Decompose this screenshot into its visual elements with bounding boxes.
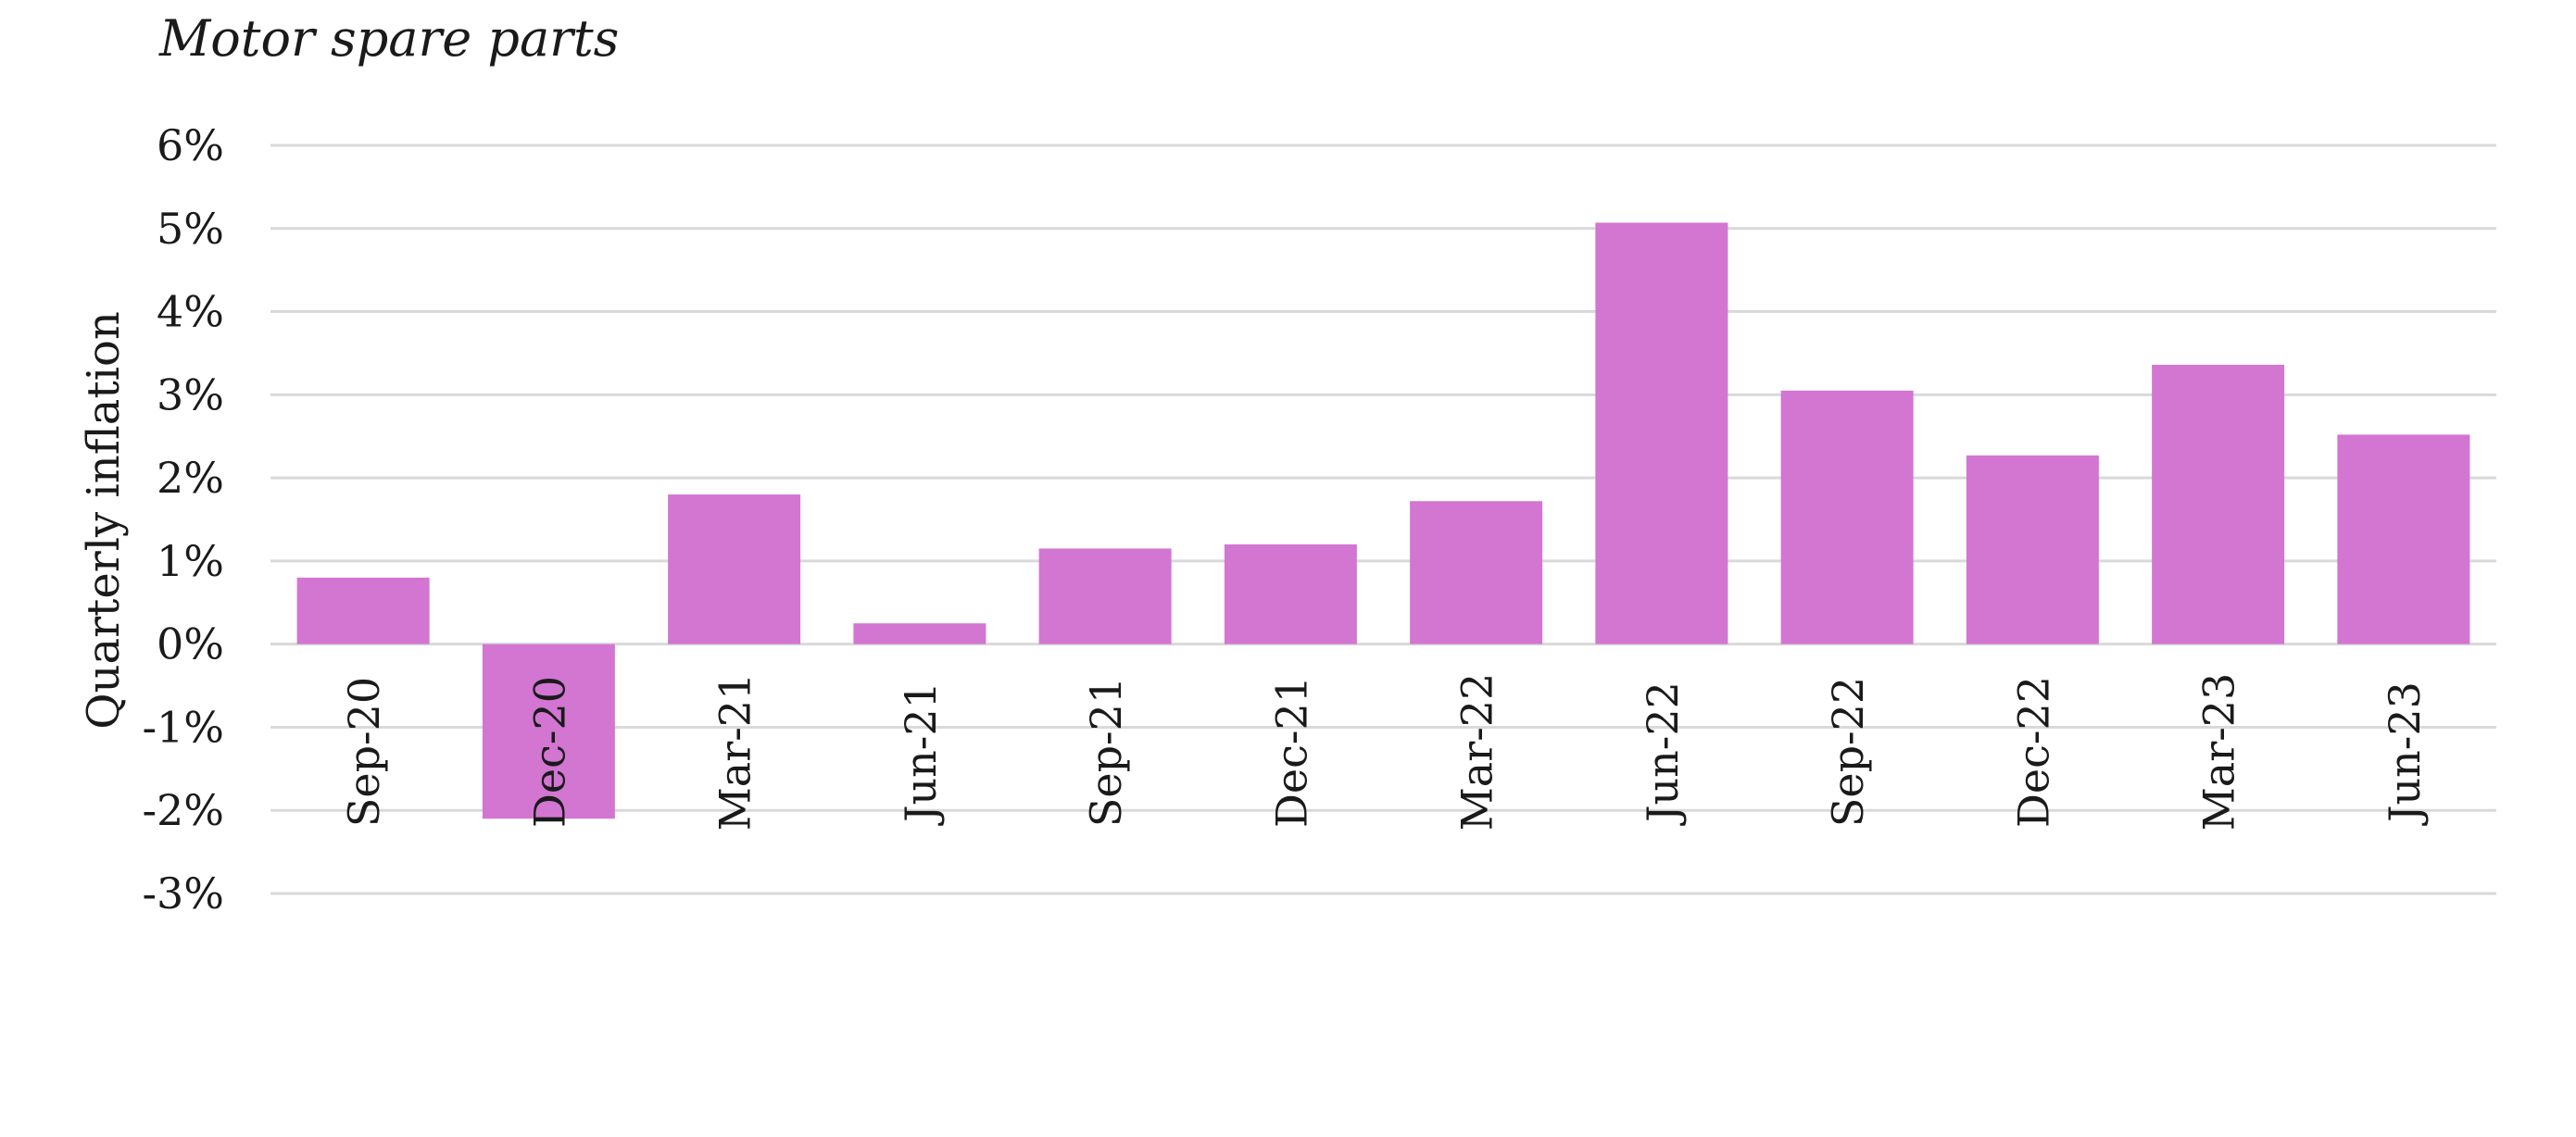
x-tick-label: Mar-21 xyxy=(710,673,760,831)
bar-mar-21 xyxy=(668,494,801,644)
bar-mar-23 xyxy=(2152,365,2285,644)
bar-jun-23 xyxy=(2337,434,2470,644)
bar-dec-21 xyxy=(1224,544,1357,644)
bar-sep-22 xyxy=(1780,390,1914,644)
y-tick-label: 4% xyxy=(157,287,224,337)
y-tick-label: 2% xyxy=(157,453,224,503)
x-tick-label: Jun-22 xyxy=(1638,681,1688,826)
x-tick-label: Jun-23 xyxy=(2380,681,2430,826)
y-axis-label: Quarterly inflation xyxy=(78,311,130,730)
y-tick-label: 0% xyxy=(157,619,224,669)
bar-jun-22 xyxy=(1595,222,1728,644)
y-tick-label: 6% xyxy=(157,120,224,170)
bar-sep-21 xyxy=(1038,548,1172,644)
gridlines xyxy=(270,144,2496,895)
y-axis-ticks: 6% 5% 4% 3% 2% 1% 0% -1% -2% -3% xyxy=(142,120,224,918)
y-tick-label: -2% xyxy=(142,785,224,835)
x-tick-label: Sep-20 xyxy=(339,677,389,827)
bars xyxy=(296,222,2470,819)
bar-sep-20 xyxy=(296,577,430,644)
x-tick-label: Mar-23 xyxy=(2194,673,2244,831)
y-tick-label: 5% xyxy=(157,204,224,254)
chart-title: Motor spare parts xyxy=(159,9,620,68)
y-tick-label: -3% xyxy=(142,868,224,918)
bar-mar-22 xyxy=(1410,501,1543,644)
x-tick-label: Dec-22 xyxy=(2008,676,2058,828)
y-tick-label: 3% xyxy=(157,369,224,419)
bar-dec-22 xyxy=(1966,455,2099,644)
y-tick-label: -1% xyxy=(142,702,224,752)
y-tick-label: 1% xyxy=(157,536,224,586)
x-tick-label: Sep-21 xyxy=(1081,677,1131,827)
x-tick-label: Sep-22 xyxy=(1823,677,1873,827)
x-tick-label: Mar-22 xyxy=(1452,673,1502,831)
bar-jun-21 xyxy=(853,623,986,644)
bar-dec-20 xyxy=(482,643,615,819)
x-tick-label: Jun-21 xyxy=(896,681,946,826)
x-tick-label: Dec-20 xyxy=(524,676,574,828)
x-axis-ticks: Sep-20 Dec-20 Mar-21 Jun-21 Sep-21 Dec-21 Mar-… xyxy=(339,673,2430,831)
x-tick-label: Dec-21 xyxy=(1266,676,1316,828)
